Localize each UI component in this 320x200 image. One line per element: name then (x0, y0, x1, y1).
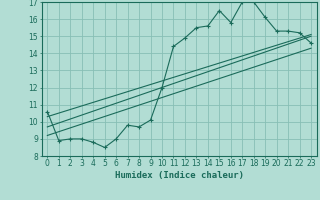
X-axis label: Humidex (Indice chaleur): Humidex (Indice chaleur) (115, 171, 244, 180)
